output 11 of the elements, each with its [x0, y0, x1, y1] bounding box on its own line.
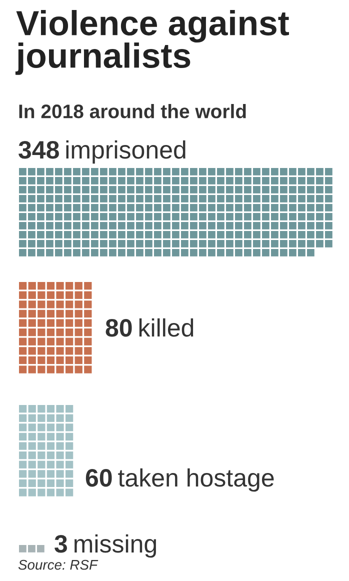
data-label: 80	[106, 319, 132, 337]
category-label: killed	[139, 318, 194, 337]
text: In 2018 around the world	[19, 104, 246, 118]
data-label: 348	[18, 141, 59, 159]
data-label: 3	[54, 535, 67, 553]
category-label: imprisoned	[66, 140, 186, 164]
data-label: 60	[86, 469, 112, 487]
source-note: Source: RSF	[18, 560, 98, 570]
category-label: missing	[74, 534, 156, 558]
category-label: taken hostage	[118, 468, 274, 492]
text: Violence against journalists	[15, 10, 289, 75]
